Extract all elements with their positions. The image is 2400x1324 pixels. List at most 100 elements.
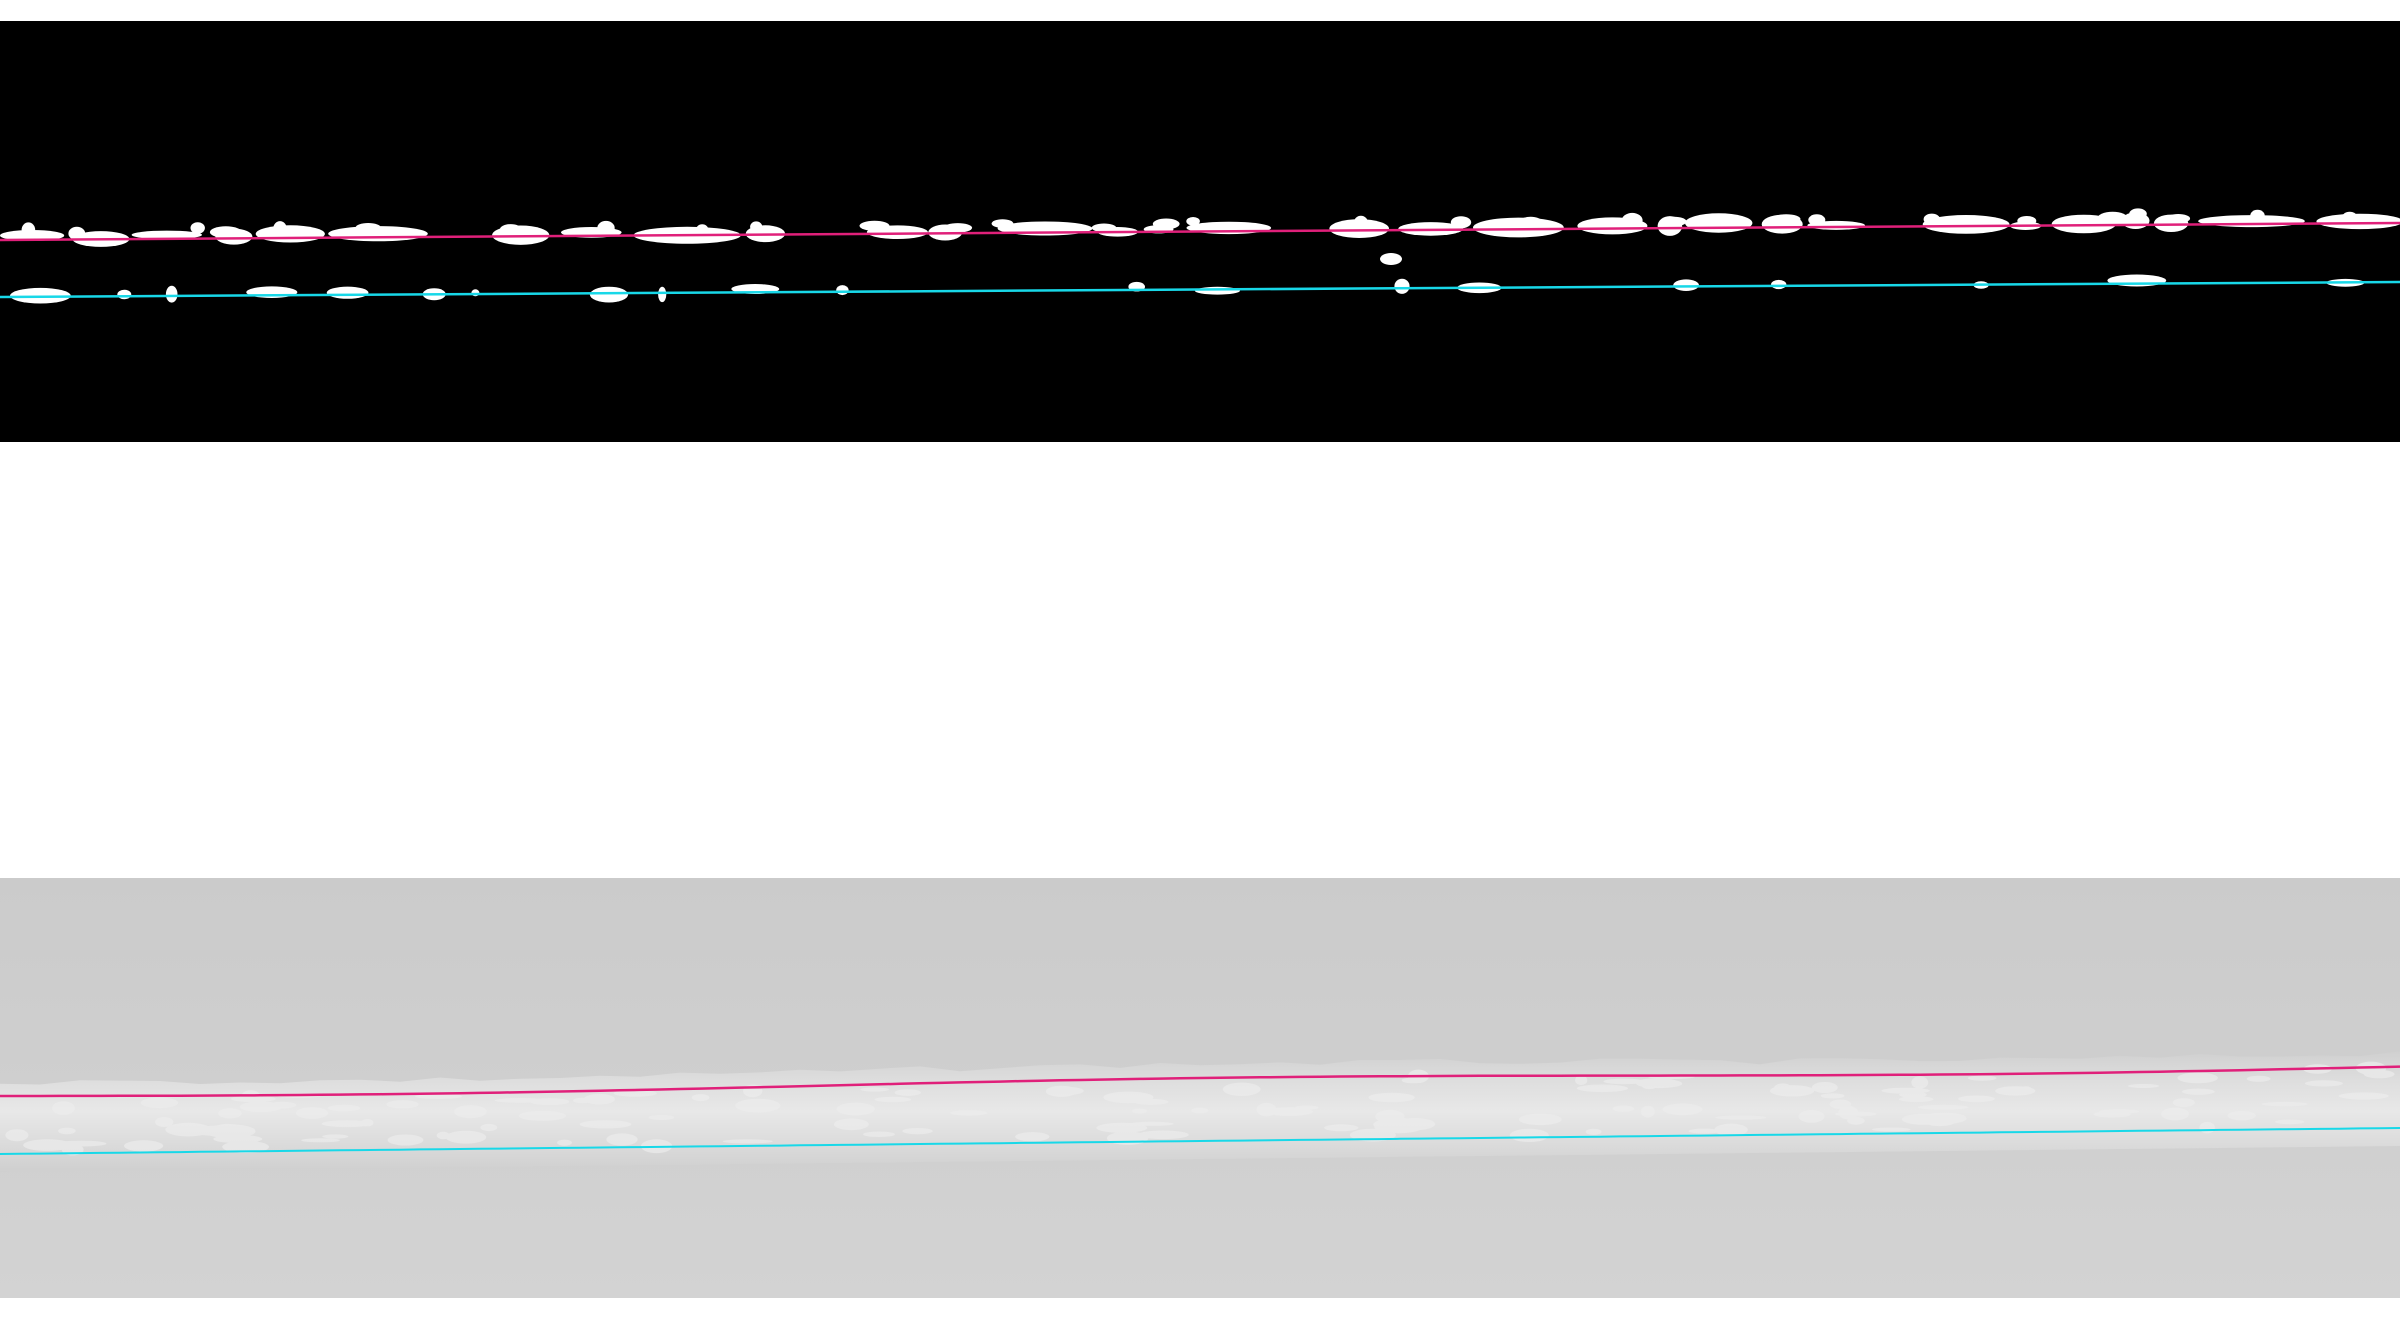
band-speck: [518, 1110, 567, 1121]
band-speck: [1811, 1082, 1838, 1093]
binary-mask-panel: [0, 21, 2400, 442]
band-speck: [140, 1097, 179, 1109]
band-speck: [1714, 1123, 1748, 1136]
band-speck: [1612, 1105, 1635, 1112]
band-speck: [1688, 1128, 1721, 1134]
band-texture: [5, 1061, 2395, 1156]
band-speck: [613, 1089, 657, 1097]
band-speck: [2019, 1086, 2033, 1094]
band-speck: [2177, 1072, 2218, 1084]
band-speck: [1265, 1107, 1313, 1116]
mask-blob: [2342, 211, 2358, 223]
binary-mask-image: [0, 21, 2400, 442]
band-speck: [1401, 1077, 1425, 1084]
lower-boundary-trace: [0, 1127, 2400, 1155]
mask-blob: [2129, 208, 2147, 220]
band-speck: [606, 1133, 638, 1146]
band-speck: [445, 1130, 487, 1144]
band-speck: [1191, 1107, 1209, 1114]
mask-blob: [2017, 216, 2037, 226]
grayscale-image-panel: [0, 878, 2400, 1298]
band-speck: [23, 1139, 72, 1151]
upper-boundary-fit-line: [0, 221, 2400, 242]
band-speck: [1636, 1078, 1679, 1088]
band-speck: [301, 1138, 340, 1143]
band-speck: [2199, 1121, 2215, 1134]
band-speck: [1256, 1102, 1277, 1117]
band-speck: [1375, 1109, 1405, 1124]
mask-blob: [991, 219, 1014, 228]
lower-boundary-fit-line: [0, 280, 2400, 299]
band-speck: [2161, 1107, 2190, 1121]
band-speck: [1715, 1115, 1767, 1120]
mask-blob: [589, 286, 629, 303]
band-speck: [2093, 1111, 2131, 1118]
band-speck: [52, 1101, 75, 1115]
band-speck: [1137, 1130, 1189, 1140]
mask-blob: [1152, 218, 1180, 230]
mask-blob: [658, 286, 667, 303]
mask-blob: [1450, 216, 1472, 229]
band-speck: [2181, 1088, 2215, 1095]
band-speck: [950, 1110, 988, 1116]
band-speck: [1958, 1095, 1995, 1103]
mask-blob: [68, 226, 86, 241]
mask-blob: [750, 221, 763, 233]
band-speck: [218, 1108, 242, 1119]
band-speck: [239, 1101, 283, 1113]
band-speck: [1835, 1111, 1877, 1117]
band-speck: [691, 1094, 710, 1102]
band-speck: [1576, 1084, 1628, 1093]
mask-blob: [355, 223, 381, 232]
band-speck: [494, 1098, 546, 1103]
mask-blob: [273, 221, 287, 237]
band-speck: [2172, 1098, 2195, 1107]
mask-blob: [326, 286, 369, 299]
mask-blob: [1673, 279, 1699, 292]
mask-blob: [1621, 212, 1643, 228]
band-speck: [2227, 1110, 2256, 1121]
band-speck: [454, 1105, 487, 1119]
mask-blob: [1808, 214, 1826, 226]
mask-blob: [499, 224, 522, 236]
band-speck: [1324, 1124, 1359, 1132]
mask-blob: [21, 222, 36, 238]
band-speck: [1847, 1116, 1865, 1125]
band-speck: [1585, 1128, 1602, 1135]
mask-blob: [165, 285, 178, 303]
band-speck: [894, 1089, 921, 1096]
band-speck: [1222, 1082, 1261, 1096]
band-speck: [1898, 1096, 1934, 1103]
band-speck: [1662, 1103, 1703, 1116]
band-speck: [1641, 1105, 1655, 1118]
mask-blob: [1091, 223, 1117, 233]
band-speck: [557, 1139, 572, 1146]
band-speck: [1015, 1132, 1050, 1142]
band-speck: [327, 1104, 361, 1112]
band-speck: [436, 1131, 450, 1140]
band-speck: [833, 1118, 869, 1131]
band-speck: [1509, 1128, 1549, 1142]
band-speck: [583, 1093, 615, 1105]
band-speck: [58, 1127, 76, 1135]
band-speck: [2275, 1119, 2305, 1125]
band-speck: [735, 1098, 781, 1113]
mask-blob: [1661, 216, 1687, 227]
mask-blob: [1771, 214, 1801, 224]
mask-blob: [1709, 214, 1730, 224]
band-speck: [1820, 1093, 1845, 1099]
band-speck: [2127, 1084, 2160, 1088]
band-speck: [322, 1134, 349, 1139]
mask-blob: [131, 230, 202, 240]
band-speck: [1967, 1075, 1997, 1081]
mask-blob: [190, 222, 205, 234]
band-speck: [836, 1102, 875, 1116]
mask-blob: [943, 223, 973, 233]
band-speck: [1394, 1118, 1436, 1131]
band-speck: [1603, 1078, 1645, 1085]
mask-blob: [2166, 214, 2191, 223]
band-speck: [2261, 1101, 2308, 1107]
mask-blob: [255, 225, 325, 243]
band-speck: [5, 1129, 29, 1142]
band-speck: [1798, 1110, 1825, 1123]
